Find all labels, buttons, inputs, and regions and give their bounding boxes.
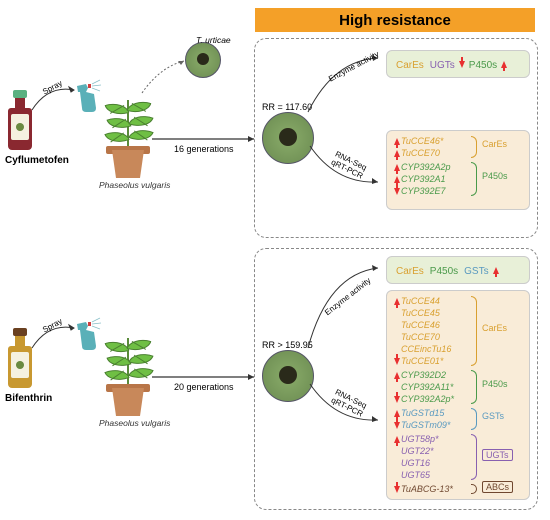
gene-row: CYP392D2 <box>393 369 471 381</box>
gene-name: TuGSTd15 <box>401 407 444 419</box>
gene-name: TuCCE01* <box>401 355 443 367</box>
group-brace <box>471 484 477 494</box>
gene-name: TuCCE44 <box>401 295 440 307</box>
sprayer-icon-2 <box>72 316 102 352</box>
gene-name: TuGSTm09* <box>401 419 450 431</box>
group-label: CarEs <box>482 139 507 149</box>
bottle-cyflumetofen <box>8 90 32 150</box>
genes-box-2: TuCCE44TuCCE45TuCCE46TuCCE70CCEincTu16Tu… <box>386 290 530 500</box>
gene-name: TuCCE46* <box>401 135 443 147</box>
group-brace <box>471 434 477 480</box>
gene-row: CYP392E7 <box>393 185 471 197</box>
gene-name: CYP392A11* <box>401 381 453 393</box>
header-resistance: High resistance <box>255 8 535 32</box>
group-label: P450s <box>482 171 508 181</box>
gene-row: TuCCE45 <box>393 307 471 319</box>
group-brace <box>471 370 477 404</box>
gene-row: CYP392A2p <box>393 161 471 173</box>
genes-box-1: TuCCE46*TuCCE70 CYP392A2pCYP392A1CYP392E7… <box>386 130 530 210</box>
group-label: ABCs <box>482 481 513 493</box>
gene-row: TuGSTd15 <box>393 407 471 419</box>
gene-name: UGT58p* <box>401 433 439 445</box>
gene-name: UGT65 <box>401 469 430 481</box>
gene-name: CYP392A1 <box>401 173 446 185</box>
group-label: P450s <box>482 379 508 389</box>
mite-small-1 <box>185 42 221 78</box>
gene-row: TuCCE44 <box>393 295 471 307</box>
gene-row: TuCCE46 <box>393 319 471 331</box>
plant-label-1: Phaseolus vulgaris <box>99 180 170 190</box>
plant-label-2: Phaseolus vulgaris <box>99 418 170 428</box>
bottle-bifenthrin <box>8 328 32 388</box>
group-label: CarEs <box>482 323 507 333</box>
group-brace <box>471 408 477 430</box>
gene-name: CYP392A2p <box>401 161 451 173</box>
gene-row: TuGSTm09* <box>393 419 471 431</box>
enzyme-arc-2 <box>304 262 382 354</box>
sprayer-icon-1 <box>72 78 102 114</box>
gene-name: UGT16 <box>401 457 430 469</box>
label-bifenthrin: Bifenthrin <box>5 393 52 404</box>
label-cyflumetofen: Cyflumetofen <box>5 155 69 166</box>
dotted-arrow-1 <box>140 55 190 95</box>
enzyme-box-2: CarEsP450sGSTs <box>386 256 530 284</box>
group-brace <box>471 162 477 196</box>
gene-name: CCEincTu16 <box>401 343 451 355</box>
gene-name: CYP392A2p* <box>401 393 454 405</box>
gene-row: TuCCE01* <box>393 355 471 367</box>
gen-label-1: 16 generations <box>174 144 234 154</box>
plant-2 <box>108 326 152 416</box>
mite-label-1: T. urticae <box>196 35 231 45</box>
gene-row: TuCCE70 <box>393 331 471 343</box>
group-label: GSTs <box>482 411 504 421</box>
gene-row: TuABCG-13* <box>393 483 471 495</box>
gene-row: UGT65 <box>393 469 471 481</box>
gene-row: UGT16 <box>393 457 471 469</box>
gene-row: CCEincTu16 <box>393 343 471 355</box>
group-label: UGTs <box>482 449 513 461</box>
gene-name: TuCCE70 <box>401 147 440 159</box>
header-title: High resistance <box>339 12 451 29</box>
group-brace <box>471 136 477 158</box>
enzyme-box-1: CarEsUGTsP450s <box>386 50 530 78</box>
gene-row: TuCCE70 <box>393 147 471 159</box>
group-brace <box>471 296 477 366</box>
gene-name: CYP392D2 <box>401 369 446 381</box>
gene-row: CYP392A11* <box>393 381 471 393</box>
gene-name: TuCCE45 <box>401 307 440 319</box>
gene-row: CYP392A1 <box>393 173 471 185</box>
gene-name: TuCCE70 <box>401 331 440 343</box>
gene-name: TuABCG-13* <box>401 483 453 495</box>
gene-name: UGT22* <box>401 445 434 457</box>
gene-row: CYP392A2p* <box>393 393 471 405</box>
gene-row: UGT58p* <box>393 433 471 445</box>
gene-name: TuCCE46 <box>401 319 440 331</box>
gene-row: UGT22* <box>393 445 471 457</box>
gene-row: TuCCE46* <box>393 135 471 147</box>
plant-1 <box>108 88 152 178</box>
gene-name: CYP392E7 <box>401 185 446 197</box>
gen-label-2: 20 generations <box>174 382 234 392</box>
